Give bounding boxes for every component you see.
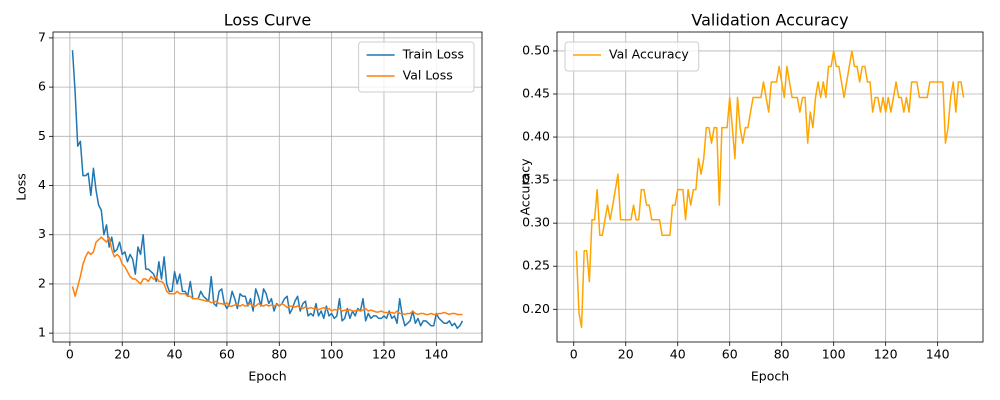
line-series (71, 50, 464, 329)
legend-label: Val Accuracy (609, 47, 689, 62)
x-tick-label: 120 (372, 347, 396, 362)
y-tick-label: 7 (38, 29, 46, 44)
legend-label: Train Loss (402, 47, 464, 62)
y-axis-label: Accuracy (518, 158, 533, 216)
legend-label: Val Loss (403, 68, 453, 83)
x-tick-label: 140 (424, 347, 448, 362)
x-tick-label: 140 (926, 347, 950, 362)
x-tick-label: 120 (874, 347, 898, 362)
legend: Val Accuracy (564, 41, 700, 72)
x-tick-label: 20 (618, 347, 634, 362)
axes-frame (556, 31, 984, 343)
x-tick-label: 0 (570, 347, 578, 362)
x-tick-label: 60 (219, 347, 235, 362)
y-tick-label: 0.20 (522, 301, 550, 316)
y-tick-label: 0.25 (522, 258, 550, 273)
chart-title: Validation Accuracy (691, 11, 848, 30)
y-tick-label: 2 (38, 275, 46, 290)
y-tick-label: 3 (38, 226, 46, 241)
x-tick-label: 80 (271, 347, 287, 362)
x-tick-label: 80 (774, 347, 790, 362)
y-tick-label: 0.35 (522, 172, 550, 187)
chart-title: Loss Curve (224, 11, 311, 30)
line-series (575, 50, 965, 329)
x-tick-label: 100 (320, 347, 344, 362)
legend: Train Loss Val Loss (358, 41, 475, 93)
y-tick-label: 0.30 (522, 215, 550, 230)
x-tick-label: 20 (114, 347, 130, 362)
axes-frame (52, 31, 483, 343)
y-tick-label: 1 (38, 325, 46, 340)
x-axis-label: Epoch (751, 369, 789, 384)
y-tick-label: 0.50 (522, 42, 550, 57)
x-tick-label: 60 (722, 347, 738, 362)
y-tick-label: 6 (38, 79, 46, 94)
x-tick-label: 100 (822, 347, 846, 362)
x-tick-label: 40 (670, 347, 686, 362)
legend-box (564, 41, 700, 72)
y-tick-label: 5 (38, 128, 46, 143)
y-tick-label: 4 (38, 177, 46, 192)
x-tick-label: 0 (66, 347, 74, 362)
x-axis-label: Epoch (248, 369, 286, 384)
x-tick-label: 40 (167, 347, 183, 362)
line-series (71, 236, 463, 316)
y-axis-label: Loss (14, 173, 29, 200)
y-tick-label: 0.45 (522, 86, 550, 101)
y-tick-label: 0.40 (522, 129, 550, 144)
